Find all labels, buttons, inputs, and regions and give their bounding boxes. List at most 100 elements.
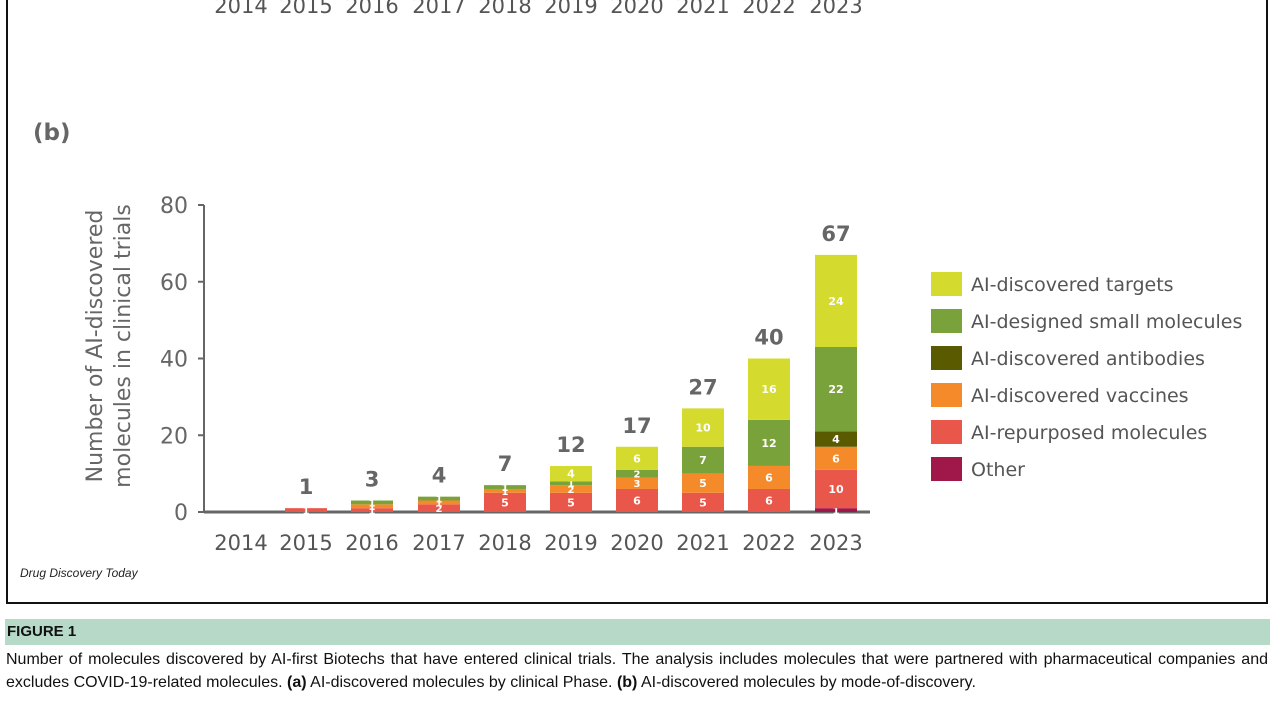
bar-segment xyxy=(616,477,658,489)
bar-segment xyxy=(748,419,790,466)
bar-segment-label: 1 xyxy=(303,506,310,517)
source-note: Drug Discovery Today xyxy=(20,566,138,580)
bar-segment xyxy=(748,488,790,512)
bar-segment-label: 4 xyxy=(567,468,575,481)
bar-total-label: 27 xyxy=(688,375,717,399)
legend-label: Other xyxy=(971,459,1025,481)
legend-swatch xyxy=(931,383,962,407)
bar-total-label: 17 xyxy=(622,414,651,438)
top-year-label: 2018 xyxy=(478,0,532,18)
legend-label: AI-repurposed molecules xyxy=(971,422,1207,444)
legend-label: AI-designed small molecules xyxy=(971,311,1242,333)
bar-segment xyxy=(351,508,393,512)
bar-segment xyxy=(616,446,658,470)
bar-segment-label: 6 xyxy=(832,452,840,465)
bar-segment xyxy=(484,485,526,489)
figure-frame xyxy=(6,0,1268,604)
x-tick-label: 2015 xyxy=(279,531,332,555)
top-year-label: 2022 xyxy=(742,0,796,18)
bar-segment-label: 6 xyxy=(765,471,773,484)
bar-segment-label: 3 xyxy=(634,479,641,490)
top-year-label: 2016 xyxy=(345,0,399,18)
legend-swatch xyxy=(931,309,962,333)
x-tick-label: 2023 xyxy=(809,531,862,555)
bar-segment xyxy=(815,346,857,432)
x-tick-label: 2017 xyxy=(412,531,465,555)
legend-swatch xyxy=(931,420,962,444)
x-tick-label: 2019 xyxy=(544,531,597,555)
y-axis-title-line-2: molecules in clinical trials xyxy=(111,204,136,488)
caption-a-text: AI-discovered molecules by clinical Phas… xyxy=(306,674,617,691)
bar-segment-label: 1 xyxy=(568,479,575,490)
figure-heading: FIGURE 1 xyxy=(7,623,77,640)
bar-total-label: 4 xyxy=(432,464,447,488)
top-year-label: 2023 xyxy=(809,0,863,18)
top-year-label: 2017 xyxy=(412,0,466,18)
y-tick-label: 0 xyxy=(174,501,188,526)
bar-segment-label: 5 xyxy=(567,496,575,509)
bar-total-label: 7 xyxy=(498,452,513,476)
bar-segment-label: 2 xyxy=(436,504,443,515)
bar-segment xyxy=(351,500,393,505)
stacked-bar-chart: 0 20 40 60 80 2014 2015 2016 2017 2018 2019 2020 202… xyxy=(83,194,1242,555)
x-tick-label: 2020 xyxy=(610,531,663,555)
bar-segment xyxy=(550,465,592,482)
y-tick-label: 80 xyxy=(160,194,188,219)
bar-segment xyxy=(550,485,592,493)
bar-segment xyxy=(815,508,857,512)
y-tick-label: 60 xyxy=(160,271,188,296)
bar-segment-label: 10 xyxy=(828,483,844,496)
bar-segment-label: 24 xyxy=(828,295,844,308)
bar-total-label: 12 xyxy=(556,433,585,457)
bar-segment xyxy=(682,408,724,447)
bar-total-label: 3 xyxy=(365,467,380,491)
bar-segment-label: 1 xyxy=(502,487,509,498)
bar-segment xyxy=(285,508,327,512)
top-panel-year-axis: 2014 2015 2016 2017 2018 2019 2020 2021 2022 2023 xyxy=(0,0,1280,24)
bar-segment-label: 2 xyxy=(634,470,641,481)
bar-segment xyxy=(550,481,592,486)
bar-segment xyxy=(418,496,460,501)
top-year-label: 2015 xyxy=(279,0,333,18)
figure-heading-bar: FIGURE 1 xyxy=(5,619,1270,645)
bar-segment xyxy=(682,492,724,512)
caption-b-text: AI-discovered molecules by mode-of-disco… xyxy=(637,674,976,691)
bar-total-label: 40 xyxy=(754,326,783,350)
bar-segment xyxy=(484,488,526,493)
bar-segment-label: 10 xyxy=(695,422,711,435)
bar-segment-label: 5 xyxy=(501,496,509,509)
top-year-label: 2014 xyxy=(214,0,268,18)
y-tick-label: 40 xyxy=(160,348,188,373)
bar-segment xyxy=(351,504,393,509)
x-tick-label: 2018 xyxy=(478,531,531,555)
legend-label: AI-discovered antibodies xyxy=(971,348,1205,370)
bar-segment xyxy=(748,358,790,420)
bar-segment-label: 1 xyxy=(369,506,376,517)
bar-segment-label: 1 xyxy=(369,498,376,509)
bar-segment xyxy=(682,446,724,474)
panel-b-label: (b) xyxy=(33,120,71,146)
bar-segment-label: 1 xyxy=(436,498,443,509)
caption-a-label: (a) xyxy=(287,674,307,691)
bar-segment-label: 2 xyxy=(568,485,575,496)
bar-segment xyxy=(815,254,857,347)
bar-segment xyxy=(418,504,460,512)
legend-label: AI-discovered targets xyxy=(971,274,1174,296)
x-tick-label: 2014 xyxy=(214,531,267,555)
bar-segment-label: 6 xyxy=(765,494,773,507)
caption-intro: Number of molecules discovered by AI-fir… xyxy=(6,651,1268,691)
bar-segment xyxy=(616,488,658,512)
legend-swatch xyxy=(931,457,962,481)
bar-total-label: 1 xyxy=(299,475,314,499)
figure-caption: Number of molecules discovered by AI-fir… xyxy=(6,648,1268,694)
x-tick-label: 2021 xyxy=(676,531,729,555)
x-tick-label: 2016 xyxy=(345,531,398,555)
y-tick-label: 20 xyxy=(160,424,188,449)
bar-segment-label: 5 xyxy=(699,496,707,509)
bar-segment-label: 22 xyxy=(828,383,843,396)
bar-segment xyxy=(682,473,724,493)
bar-segment-label: 4 xyxy=(832,433,840,446)
bar-segment xyxy=(550,492,592,512)
bar-segment-label: 1 xyxy=(502,483,509,494)
top-year-label: 2020 xyxy=(610,0,664,18)
